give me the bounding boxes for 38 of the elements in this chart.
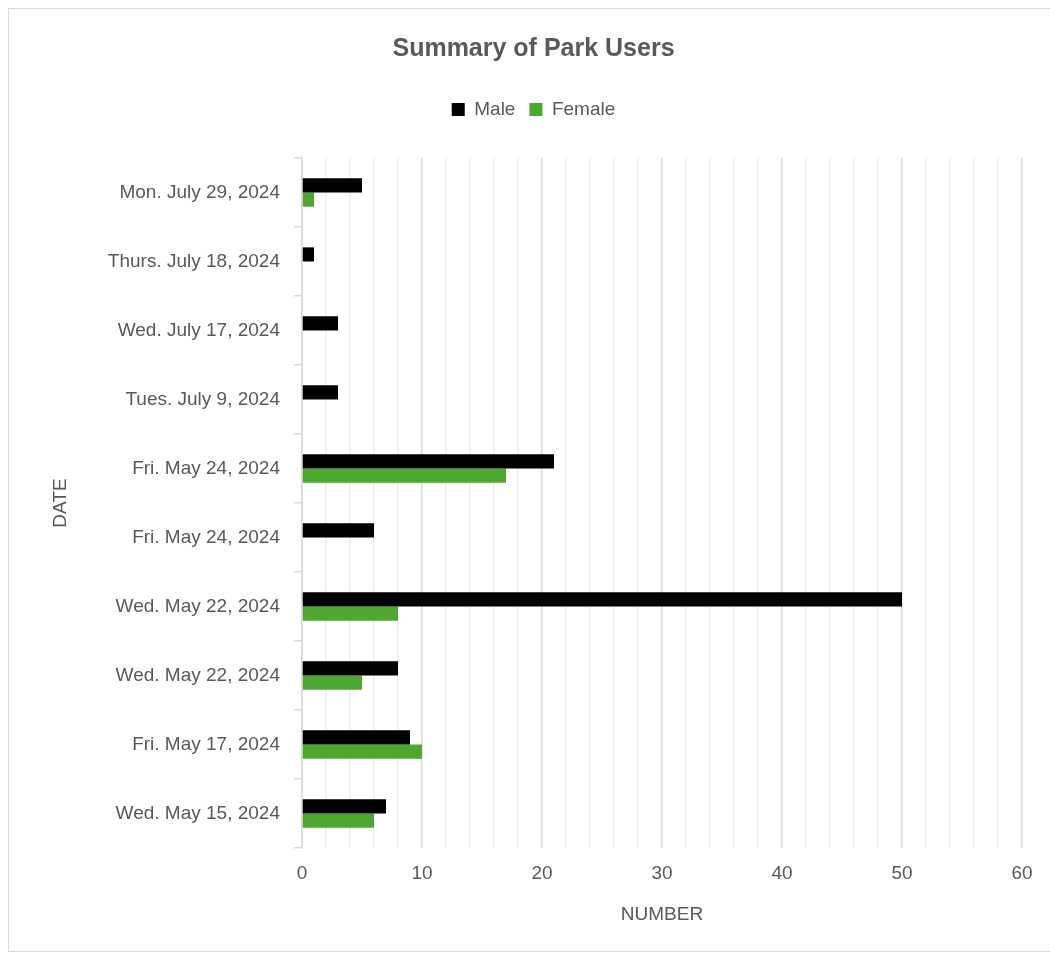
bar [302, 454, 554, 469]
bar [302, 675, 362, 690]
bar [302, 592, 902, 607]
bar [302, 661, 398, 676]
chart-title: Summary of Park Users [392, 32, 675, 61]
x-tick-label: 40 [771, 861, 793, 883]
y-tick-label: Mon. July 29, 2024 [119, 180, 281, 202]
bar [302, 799, 386, 814]
bar [302, 813, 374, 828]
x-tick-label: 60 [1011, 861, 1033, 883]
bar [302, 523, 374, 538]
y-tick-label: Thurs. July 18, 2024 [107, 249, 281, 271]
x-axis-title: NUMBER [620, 902, 704, 924]
x-tick-label: 20 [531, 861, 553, 883]
bar [302, 178, 362, 193]
bar [302, 385, 338, 400]
y-tick-label: Fri. May 17, 2024 [132, 732, 281, 754]
bar [302, 744, 422, 759]
y-tick-label: Tues. July 9, 2024 [125, 387, 281, 409]
y-axis-title: DATE [48, 478, 70, 528]
bar [302, 316, 338, 331]
x-tick-label: 50 [891, 861, 913, 883]
x-tick-label: 0 [296, 861, 308, 883]
bar [302, 730, 410, 745]
y-tick-label: Fri. May 24, 2024 [132, 525, 281, 547]
bar [302, 192, 314, 207]
y-tick-label: Wed. July 17, 2024 [117, 318, 281, 340]
x-tick-label: 10 [411, 861, 433, 883]
y-tick-label: Wed. May 15, 2024 [115, 801, 281, 823]
bar [302, 468, 506, 483]
legend-label: Male [474, 97, 516, 119]
bar [302, 606, 398, 621]
bar [302, 247, 314, 262]
y-tick-label: Wed. May 22, 2024 [115, 663, 281, 685]
x-tick-label: 30 [651, 861, 673, 883]
y-tick-label: Wed. May 22, 2024 [115, 594, 281, 616]
y-tick-label: Fri. May 24, 2024 [132, 456, 281, 478]
legend-label: Female [551, 97, 616, 119]
